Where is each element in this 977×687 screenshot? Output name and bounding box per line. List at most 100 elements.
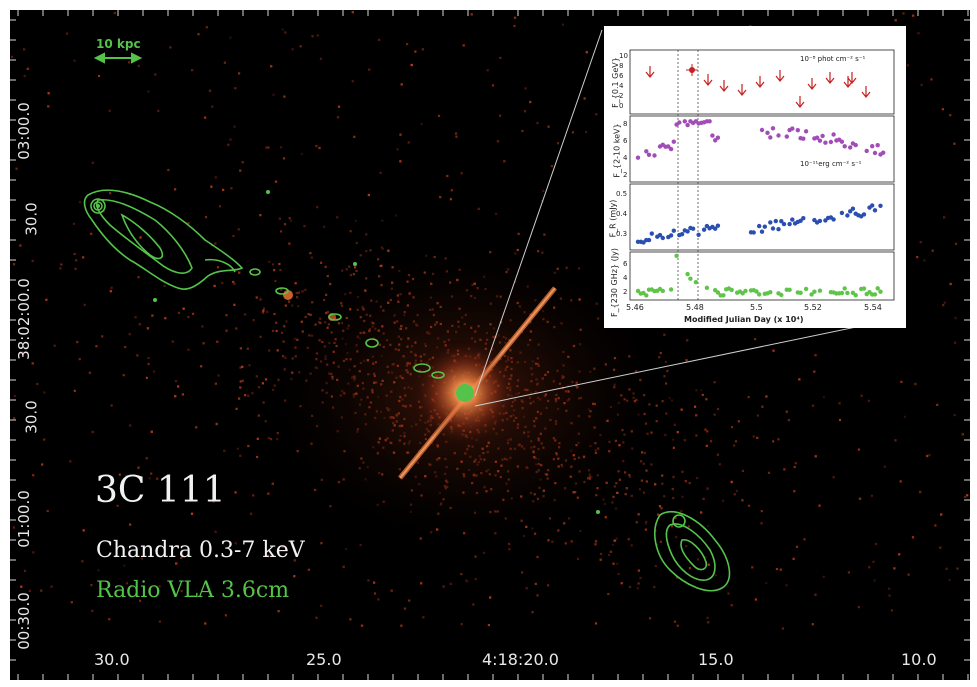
- inset-data-point: [644, 293, 649, 298]
- svg-text:6: 6: [623, 260, 628, 268]
- inset-data-point: [660, 288, 665, 294]
- inset-data-point: [795, 128, 800, 133]
- inset-data-point: [696, 232, 701, 237]
- inset-data-point: [845, 213, 850, 218]
- inset-panel-frame: [629, 251, 895, 301]
- inset-data-point: [646, 152, 652, 157]
- inset-data-point: [660, 235, 665, 241]
- inset-data-point: [715, 290, 721, 295]
- inset-data-point: [715, 135, 721, 140]
- inset-data-point: [839, 210, 845, 216]
- svg-text:10: 10: [619, 52, 628, 60]
- panel-unit-note: 10⁻¹¹erg cm⁻² s⁻¹: [800, 160, 862, 168]
- inset-data-point: [870, 203, 875, 208]
- inset-data-point: [768, 135, 773, 140]
- chandra-legend: Chandra 0.3-7 keV: [96, 538, 305, 563]
- inset-data-point: [671, 228, 676, 233]
- svg-text:8: 8: [619, 62, 623, 70]
- inset-data-point: [776, 133, 781, 138]
- radio-contours: [83, 189, 731, 592]
- inset-data-point: [823, 140, 828, 145]
- inset-data-point: [861, 212, 867, 217]
- ra-tick-label: 25.0: [306, 650, 342, 669]
- inset-data-point: [759, 127, 765, 133]
- panel-ylabel: F_R (mJy): [608, 199, 618, 238]
- inset-panel-frame: [629, 49, 895, 115]
- panel-ylabel: F_{0.1 GeV}: [610, 57, 620, 108]
- inset-data-point: [668, 287, 674, 292]
- inset-data-point: [845, 290, 850, 296]
- inset-data-point: [842, 144, 847, 149]
- inset-data-point: [743, 288, 748, 294]
- inset-data-point: [644, 149, 649, 154]
- svg-text:0.4: 0.4: [616, 210, 628, 218]
- svg-text:6: 6: [623, 137, 628, 145]
- inset-data-point: [646, 237, 652, 243]
- inset-data-point: [817, 288, 823, 293]
- scale-bar: [93, 52, 143, 64]
- svg-text:0.3: 0.3: [616, 230, 627, 238]
- inset-data-point: [770, 226, 776, 231]
- dec-tick-label: 01:00.0: [14, 490, 33, 548]
- inset-data-point: [872, 150, 878, 156]
- inset-data-point: [817, 138, 823, 143]
- inset-x-tick: 5.46: [626, 303, 644, 312]
- inset-data-point: [757, 223, 762, 229]
- inset-data-point: [677, 120, 682, 125]
- inset-data-point: [817, 218, 823, 224]
- inset-data-point: [704, 285, 710, 290]
- inset-data-point: [790, 126, 795, 131]
- inset-panel-frame: [629, 183, 895, 251]
- inset-data-point: [878, 289, 883, 294]
- inset-data-point: [685, 122, 690, 128]
- panel-ylabel: F_{2-10 keV}: [612, 123, 622, 178]
- inset-data-point: [853, 293, 858, 298]
- inset-data-point: [666, 144, 671, 149]
- inset-data-point: [878, 203, 883, 208]
- panel-unit-note: 10⁻⁸ phot cm⁻² s⁻¹: [800, 55, 866, 63]
- inset-data-point: [679, 232, 685, 237]
- svg-text:0: 0: [619, 102, 623, 110]
- inset-data-point: [784, 134, 789, 139]
- inset-data-point: [762, 224, 767, 229]
- inset-data-point: [787, 221, 792, 227]
- inset-data-point: [803, 286, 809, 292]
- light-curve-inset: 10 8 6 4 2 0 8 6 4 2 0.5 0.4 0.3 6 4 2 F_{0.1 GeV} F_{2…: [604, 26, 906, 328]
- inset-data-point: [710, 133, 715, 138]
- inset-x-tick: 5.5: [750, 303, 763, 312]
- inset-data-point: [848, 145, 853, 150]
- inset-data-point: [812, 289, 817, 294]
- inset-data-point: [864, 148, 869, 154]
- inset-x-title: Modified Julian Day (x 10⁴): [684, 315, 804, 324]
- inset-data-point: [814, 135, 820, 140]
- inset-data-point: [693, 280, 699, 285]
- inset-data-point: [688, 276, 693, 281]
- inset-data-point: [779, 219, 784, 224]
- inset-data-point: [657, 232, 663, 238]
- inset-data-point: [682, 119, 687, 124]
- inset-data-point: [713, 226, 718, 231]
- inset-data-point: [861, 286, 867, 291]
- inset-data-point: [776, 227, 781, 232]
- dec-tick-label: 00:30.0: [14, 592, 33, 650]
- ra-tick-label: 30.0: [94, 650, 130, 669]
- inset-data-point: [831, 217, 836, 222]
- inset-data-point: [809, 292, 814, 297]
- inset-data-point: [757, 292, 762, 297]
- radio-legend: Radio VLA 3.6cm: [96, 578, 290, 603]
- inset-panel-frame: [629, 115, 895, 183]
- inset-data-point: [668, 146, 674, 152]
- inset-data-point: [685, 271, 690, 277]
- source-title: 3C 111: [95, 470, 226, 511]
- inset-data-point: [715, 223, 721, 228]
- inset-data-point: [875, 143, 880, 148]
- inset-data-point: [781, 221, 787, 227]
- inset-data-point: [839, 139, 845, 144]
- svg-text:4: 4: [619, 82, 624, 90]
- inset-data-point: [685, 229, 690, 234]
- inset-data-point: [770, 126, 776, 131]
- inset-data-point: [652, 153, 657, 158]
- radio-core: [456, 384, 474, 402]
- inset-data-point: [798, 290, 803, 295]
- inset-data-point: [803, 129, 809, 134]
